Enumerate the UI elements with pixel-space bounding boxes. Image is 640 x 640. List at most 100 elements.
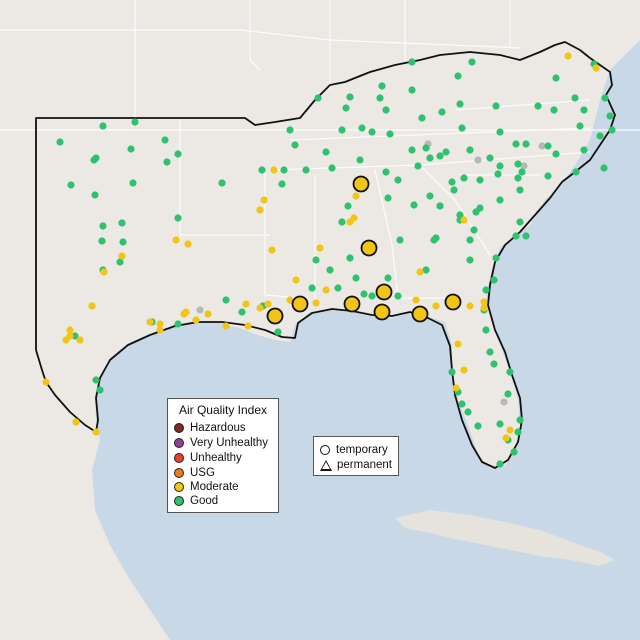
good-monitor-marker[interactable]: [384, 274, 392, 282]
moderate-monitor-marker[interactable]: [480, 304, 488, 312]
good-monitor-marker[interactable]: [456, 211, 464, 219]
good-monitor-marker[interactable]: [129, 179, 137, 187]
moderate-monitor-marker[interactable]: [564, 52, 572, 60]
good-monitor-marker[interactable]: [448, 368, 456, 376]
moderate-monitor-marker[interactable]: [242, 300, 250, 308]
moderate-monitor-marker[interactable]: [270, 166, 278, 174]
good-monitor-marker[interactable]: [163, 158, 171, 166]
moderate-monitor-marker[interactable]: [180, 310, 188, 318]
good-monitor-marker[interactable]: [92, 376, 100, 384]
good-monitor-marker[interactable]: [174, 320, 182, 328]
good-monitor-marker[interactable]: [544, 172, 552, 180]
good-monitor-marker[interactable]: [426, 192, 434, 200]
good-monitor-marker[interactable]: [608, 126, 616, 134]
good-monitor-marker[interactable]: [218, 179, 226, 187]
good-monitor-marker[interactable]: [512, 232, 520, 240]
good-monitor-marker[interactable]: [514, 174, 522, 182]
good-monitor-marker[interactable]: [506, 368, 514, 376]
moderate-monitor-marker[interactable]: [156, 326, 164, 334]
good-monitor-marker[interactable]: [552, 150, 560, 158]
good-monitor-marker[interactable]: [466, 146, 474, 154]
good-monitor-marker[interactable]: [368, 292, 376, 300]
moderate-monitor-marker[interactable]: [184, 240, 192, 248]
good-monitor-marker[interactable]: [127, 145, 135, 153]
moderate-monitor-marker[interactable]: [460, 366, 468, 374]
moderate-monitor-marker[interactable]: [244, 322, 252, 330]
good-monitor-marker[interactable]: [346, 254, 354, 262]
moderate-monitor-marker[interactable]: [316, 244, 324, 252]
good-monitor-marker[interactable]: [326, 266, 334, 274]
good-monitor-marker[interactable]: [422, 266, 430, 274]
good-monitor-marker[interactable]: [436, 202, 444, 210]
good-monitor-marker[interactable]: [510, 448, 518, 456]
good-monitor-marker[interactable]: [436, 152, 444, 160]
good-monitor-marker[interactable]: [482, 326, 490, 334]
good-monitor-marker[interactable]: [522, 140, 530, 148]
moderate-monitor-marker[interactable]: [350, 214, 358, 222]
good-monitor-marker[interactable]: [496, 128, 504, 136]
good-monitor-marker[interactable]: [394, 176, 402, 184]
good-monitor-marker[interactable]: [494, 170, 502, 178]
moderate-monitor-marker[interactable]: [66, 332, 74, 340]
good-monitor-marker[interactable]: [98, 237, 106, 245]
good-monitor-marker[interactable]: [161, 136, 169, 144]
moderate-monitor-marker[interactable]: [204, 310, 212, 318]
good-monitor-marker[interactable]: [470, 226, 478, 234]
moderate-monitor-marker[interactable]: [592, 64, 600, 72]
good-monitor-marker[interactable]: [334, 284, 342, 292]
good-monitor-marker[interactable]: [394, 292, 402, 300]
good-monitor-marker[interactable]: [386, 130, 394, 138]
inactive-monitor-marker[interactable]: [520, 162, 528, 170]
good-monitor-marker[interactable]: [344, 202, 352, 210]
good-monitor-marker[interactable]: [496, 460, 504, 468]
moderate-monitor-marker[interactable]: [286, 296, 294, 304]
good-monitor-marker[interactable]: [514, 428, 522, 436]
good-monitor-marker[interactable]: [492, 254, 500, 262]
moderate-monitor-marker[interactable]: [264, 300, 272, 308]
good-monitor-marker[interactable]: [486, 154, 494, 162]
good-monitor-marker[interactable]: [408, 86, 416, 94]
good-monitor-marker[interactable]: [314, 94, 322, 102]
good-monitor-marker[interactable]: [476, 176, 484, 184]
moderate-monitor-marker[interactable]: [100, 268, 108, 276]
moderate-monitor-marker[interactable]: [352, 192, 360, 200]
good-monitor-marker[interactable]: [376, 94, 384, 102]
good-monitor-marker[interactable]: [464, 408, 472, 416]
good-monitor-marker[interactable]: [534, 102, 542, 110]
good-monitor-marker[interactable]: [408, 58, 416, 66]
good-monitor-marker[interactable]: [600, 164, 608, 172]
good-monitor-marker[interactable]: [422, 144, 430, 152]
good-monitor-marker[interactable]: [71, 332, 79, 340]
good-monitor-marker[interactable]: [378, 82, 386, 90]
good-monitor-marker[interactable]: [468, 58, 476, 66]
good-monitor-marker[interactable]: [596, 132, 604, 140]
moderate-monitor-marker[interactable]: [192, 316, 200, 324]
moderate-monitor-marker[interactable]: [312, 299, 320, 307]
moderate-monitor-marker[interactable]: [172, 236, 180, 244]
good-monitor-marker[interactable]: [522, 232, 530, 240]
moderate-monitor-marker[interactable]: [452, 384, 460, 392]
good-monitor-marker[interactable]: [496, 196, 504, 204]
good-monitor-marker[interactable]: [472, 208, 480, 216]
good-monitor-marker[interactable]: [99, 222, 107, 230]
good-monitor-marker[interactable]: [571, 94, 579, 102]
temporary-moderate-monitor-marker[interactable]: [343, 295, 361, 313]
good-monitor-marker[interactable]: [544, 142, 552, 150]
moderate-monitor-marker[interactable]: [222, 322, 230, 330]
good-monitor-marker[interactable]: [360, 290, 368, 298]
temporary-moderate-monitor-marker[interactable]: [291, 295, 309, 313]
good-monitor-marker[interactable]: [328, 164, 336, 172]
good-monitor-marker[interactable]: [492, 102, 500, 110]
moderate-monitor-marker[interactable]: [76, 336, 84, 344]
moderate-monitor-marker[interactable]: [88, 302, 96, 310]
moderate-monitor-marker[interactable]: [480, 298, 488, 306]
good-monitor-marker[interactable]: [322, 148, 330, 156]
good-monitor-marker[interactable]: [418, 114, 426, 122]
good-monitor-marker[interactable]: [408, 146, 416, 154]
moderate-monitor-marker[interactable]: [260, 196, 268, 204]
good-monitor-marker[interactable]: [516, 416, 524, 424]
good-monitor-marker[interactable]: [368, 128, 376, 136]
good-monitor-marker[interactable]: [496, 162, 504, 170]
good-monitor-marker[interactable]: [356, 156, 364, 164]
good-monitor-marker[interactable]: [466, 256, 474, 264]
